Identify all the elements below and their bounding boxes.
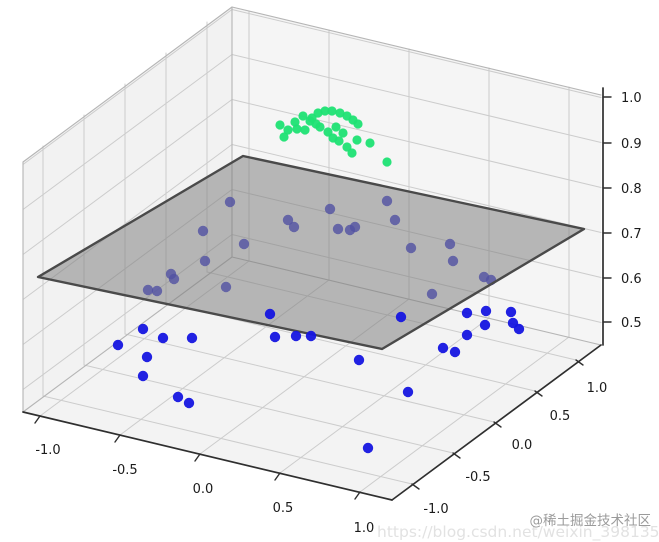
blue-points-front	[137, 370, 149, 382]
x-tick-mark	[274, 472, 281, 481]
blue-points-front	[353, 354, 365, 366]
blue-points-front	[362, 442, 374, 454]
green-cluster-points	[292, 124, 302, 134]
x-tick-mark	[194, 453, 201, 462]
y-tick-label: -1.0	[423, 502, 448, 517]
x-tick-mark	[34, 415, 41, 424]
left-wall-pane	[23, 7, 232, 412]
green-cluster-points	[352, 135, 362, 145]
green-cluster-points	[338, 128, 348, 138]
z-tick-label: 0.9	[621, 137, 642, 152]
gridline	[124, 333, 495, 423]
green-cluster-points	[298, 111, 308, 121]
y-tick-label: -0.5	[465, 470, 490, 485]
green-cluster-points	[300, 125, 310, 135]
box-edge	[22, 6, 233, 163]
gridline	[22, 54, 233, 210]
green-cluster-points	[335, 108, 345, 118]
green-cluster-points	[365, 138, 375, 148]
green-cluster-points	[315, 122, 325, 132]
x-tick-label: 0.5	[273, 501, 294, 516]
green-cluster-points	[283, 125, 293, 135]
x-tick-mark	[354, 491, 361, 500]
decision-plane	[36, 154, 586, 351]
green-cluster-points	[279, 132, 289, 142]
blue-points-front	[183, 397, 195, 409]
green-cluster-points	[275, 120, 285, 130]
axis-spine	[391, 344, 602, 501]
gridline	[22, 9, 233, 165]
box-edge	[231, 6, 602, 96]
z-tick-label: 1.0	[621, 91, 642, 106]
blue-points-front	[172, 391, 184, 403]
gridline	[22, 99, 233, 255]
blue-points-front	[290, 330, 302, 342]
blue-points-front	[186, 332, 198, 344]
blue-points-front	[157, 332, 169, 344]
blue-points-front	[395, 311, 407, 323]
blue-points-front	[461, 307, 473, 319]
y-tick-mark	[575, 359, 584, 366]
green-cluster-points	[382, 157, 392, 167]
x-tick-mark	[114, 434, 121, 443]
gridline	[231, 144, 602, 233]
blue-points-front	[437, 342, 449, 354]
gridline	[231, 9, 602, 98]
y-tick-mark	[493, 421, 502, 428]
blue-points-front	[461, 329, 473, 341]
blue-points-front	[112, 339, 124, 351]
url-watermark: https://blog.csdn.net/weixin_39813567	[377, 523, 659, 542]
y-tick-label: 0.0	[512, 438, 533, 453]
axis-spine	[22, 411, 393, 501]
blue-points-front	[513, 323, 525, 335]
gridline	[231, 99, 602, 188]
blue-points-front	[305, 330, 317, 342]
green-cluster-points	[313, 108, 323, 118]
z-tick-label: 0.6	[621, 272, 642, 287]
blue-points-front	[137, 323, 149, 335]
blue-points-front	[449, 346, 461, 358]
blue-points-front	[402, 386, 414, 398]
blue-points-front	[480, 305, 492, 317]
green-cluster-points	[290, 117, 300, 127]
y-tick-mark	[534, 390, 543, 397]
z-tick-label: 0.7	[621, 227, 642, 242]
gridline	[231, 54, 602, 143]
x-tick-label: -0.5	[112, 463, 137, 478]
blue-points-front	[264, 308, 276, 320]
community-watermark: @稀土掘金技术社区	[530, 513, 652, 529]
gridline	[42, 395, 413, 485]
z-tick-label: 0.5	[621, 316, 642, 331]
green-cluster-points	[327, 106, 337, 116]
y-tick-label: 1.0	[587, 381, 608, 396]
green-cluster-points	[347, 148, 357, 158]
green-cluster-points	[334, 136, 344, 146]
x-tick-label: 0.0	[193, 482, 214, 497]
blue-points-front	[479, 319, 491, 331]
green-cluster-points	[331, 122, 341, 132]
y-tick-label: 0.5	[550, 409, 571, 424]
blue-points-front	[141, 351, 153, 363]
y-tick-mark	[452, 452, 461, 459]
blue-points-front	[269, 331, 281, 343]
y-tick-mark	[411, 483, 420, 490]
blue-points-front	[505, 306, 517, 318]
x-tick-label: 1.0	[354, 521, 375, 536]
green-cluster-points	[320, 106, 330, 116]
x-tick-label: -1.0	[35, 443, 60, 458]
green-cluster-points	[353, 119, 363, 129]
z-tick-label: 0.8	[621, 182, 642, 197]
